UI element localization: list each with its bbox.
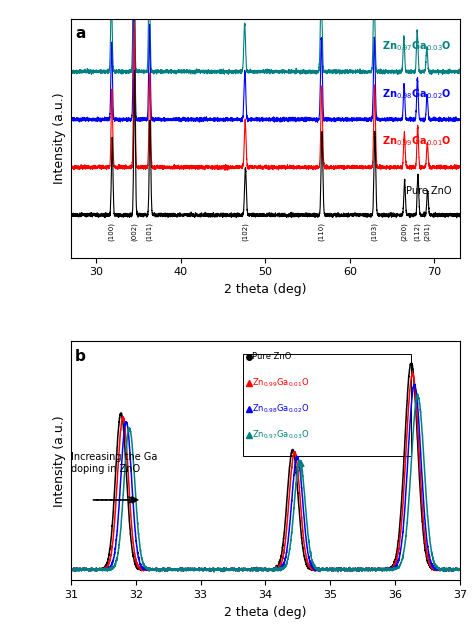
Text: (102): (102) <box>241 222 248 241</box>
Text: (112): (112) <box>414 222 420 241</box>
Text: b: b <box>75 349 86 364</box>
Text: (201): (201) <box>424 222 430 241</box>
Text: (100): (100) <box>108 222 115 241</box>
Text: Pure ZnO: Pure ZnO <box>406 186 451 196</box>
Text: (110): (110) <box>318 222 325 241</box>
Text: Zn$_{0.98}$Ga$_{0.02}$O: Zn$_{0.98}$Ga$_{0.02}$O <box>382 87 451 100</box>
Text: (103): (103) <box>371 222 377 241</box>
Text: Zn$_{0.99}$Ga$_{0.01}$O: Zn$_{0.99}$Ga$_{0.01}$O <box>382 135 451 149</box>
Bar <box>243 354 411 457</box>
Text: Pure ZnO: Pure ZnO <box>253 352 292 361</box>
Text: Zn$_{0.97}$Ga$_{0.03}$O: Zn$_{0.97}$Ga$_{0.03}$O <box>253 429 310 441</box>
X-axis label: 2 theta (deg): 2 theta (deg) <box>224 606 307 618</box>
Text: Increasing the Ga
doping in ZnO: Increasing the Ga doping in ZnO <box>71 452 157 474</box>
Text: Zn$_{0.99}$Ga$_{0.01}$O: Zn$_{0.99}$Ga$_{0.01}$O <box>253 376 310 389</box>
Y-axis label: Intensity (a.u.): Intensity (a.u.) <box>53 415 65 507</box>
Y-axis label: Intensity (a.u.): Intensity (a.u.) <box>53 92 65 184</box>
Text: (101): (101) <box>146 222 153 241</box>
Text: Zn$_{0.98}$Ga$_{0.02}$O: Zn$_{0.98}$Ga$_{0.02}$O <box>253 402 310 415</box>
X-axis label: 2 theta (deg): 2 theta (deg) <box>224 283 307 296</box>
Text: a: a <box>75 26 85 41</box>
Text: (002): (002) <box>130 222 137 241</box>
Text: Zn$_{0.97}$Ga$_{0.03}$O: Zn$_{0.97}$Ga$_{0.03}$O <box>382 39 451 53</box>
Text: (200): (200) <box>401 222 407 241</box>
